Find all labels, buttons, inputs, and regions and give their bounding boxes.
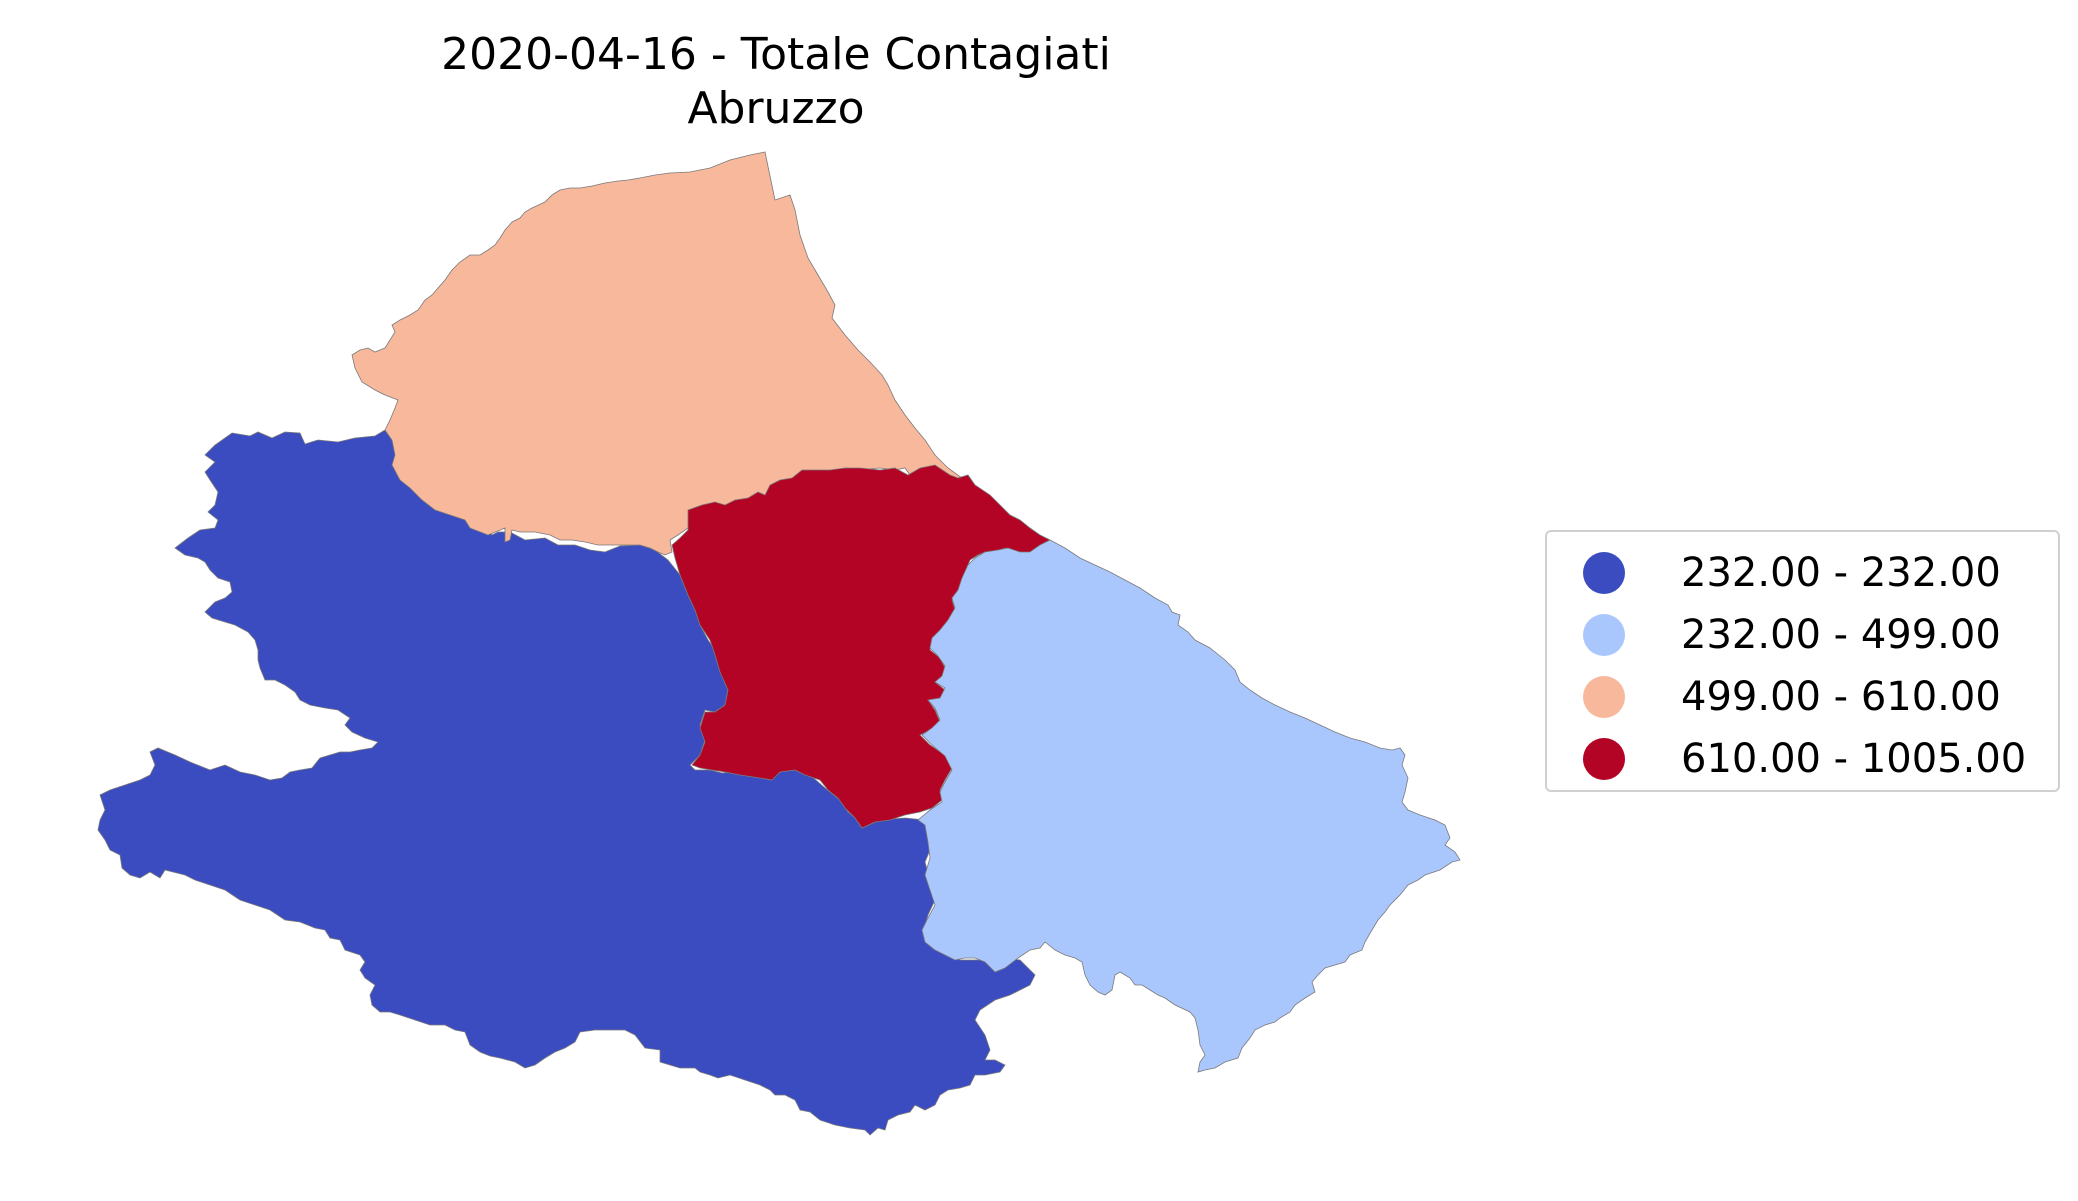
legend: 232.00 - 232.00 232.00 - 499.00 499.00 -… bbox=[1545, 530, 2060, 792]
region-chieti bbox=[917, 539, 1461, 1073]
legend-item: 499.00 - 610.00 bbox=[1547, 666, 2058, 728]
map-title-line1: 2020-04-16 - Totale Contagiati bbox=[441, 29, 1111, 80]
legend-label: 232.00 - 232.00 bbox=[1681, 550, 2001, 596]
legend-marker-circle-icon bbox=[1583, 738, 1625, 780]
map-title-line2: Abruzzo bbox=[687, 83, 865, 134]
legend-marker-circle-icon bbox=[1583, 552, 1625, 594]
legend-label: 232.00 - 499.00 bbox=[1681, 612, 2001, 658]
legend-label: 610.00 - 1005.00 bbox=[1681, 736, 2027, 782]
legend-item: 232.00 - 499.00 bbox=[1547, 604, 2058, 666]
legend-item: 232.00 - 232.00 bbox=[1547, 542, 2058, 604]
legend-label: 499.00 - 610.00 bbox=[1681, 674, 2001, 720]
legend-marker-circle-icon bbox=[1583, 614, 1625, 656]
legend-marker-circle-icon bbox=[1583, 676, 1625, 718]
legend-item: 610.00 - 1005.00 bbox=[1547, 728, 2058, 790]
abruzzo-choropleth-map bbox=[97, 151, 1461, 1136]
map-title: 2020-04-16 - Totale Contagiati Abruzzo bbox=[0, 28, 1552, 136]
